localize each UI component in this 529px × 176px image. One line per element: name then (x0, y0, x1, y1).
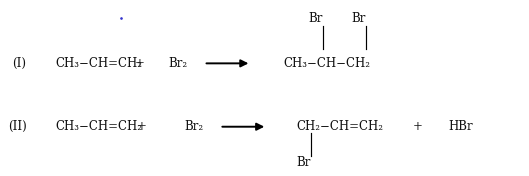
Text: (I): (I) (12, 57, 25, 70)
Text: Br: Br (308, 12, 323, 25)
Text: +: + (136, 120, 146, 133)
Text: Br₂: Br₂ (184, 120, 203, 133)
Text: CH₂−CH=CH₂: CH₂−CH=CH₂ (296, 120, 383, 133)
Text: Br: Br (296, 156, 311, 169)
Text: +: + (413, 120, 423, 133)
Text: (II): (II) (8, 120, 26, 133)
Text: CH₃−CH=CH₂: CH₃−CH=CH₂ (56, 120, 142, 133)
Text: Br: Br (351, 12, 366, 25)
Text: CH₃−CH=CH₂: CH₃−CH=CH₂ (56, 57, 142, 70)
Text: HBr: HBr (449, 120, 473, 133)
Text: CH₃−CH−CH₂: CH₃−CH−CH₂ (283, 57, 370, 70)
Text: +: + (135, 57, 145, 70)
Text: Br₂: Br₂ (168, 57, 187, 70)
